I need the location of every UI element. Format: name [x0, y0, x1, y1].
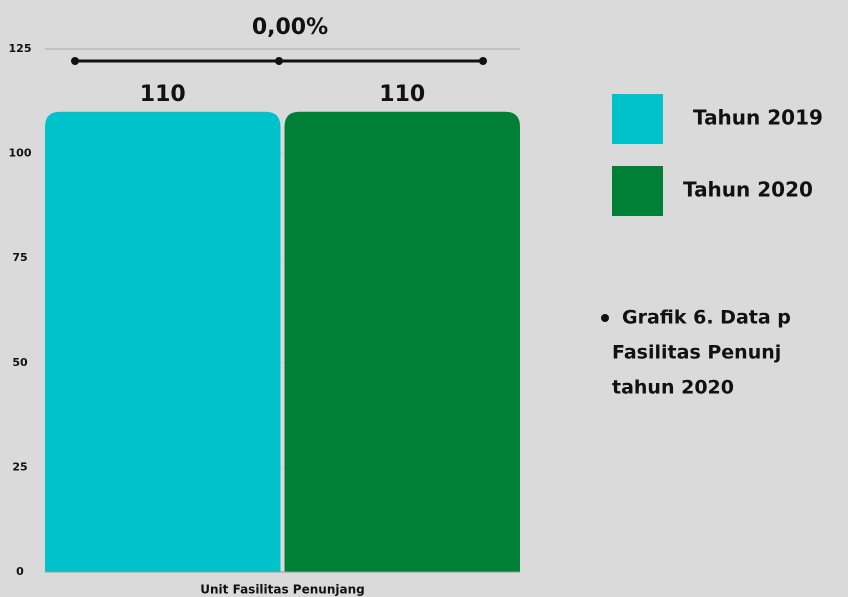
bullet-dot: [601, 314, 609, 322]
y-tick-label: 75: [12, 251, 27, 264]
legend-swatch: [612, 94, 663, 144]
legend-label: Tahun 2020: [683, 178, 813, 202]
change-annotation: 0,00%: [252, 15, 328, 40]
y-tick-label: 100: [9, 147, 32, 160]
y-tick-label: 125: [9, 42, 32, 55]
note-line: Grafik 6. Data p: [622, 307, 791, 329]
note-line: tahun 2020: [612, 377, 734, 399]
y-tick-label: 25: [12, 460, 27, 473]
legend-label: Tahun 2019: [693, 106, 823, 130]
bar: [45, 111, 281, 572]
note-line: Fasilitas Penunj: [612, 342, 781, 364]
bracket-dot: [479, 57, 487, 65]
y-tick-label: 0: [16, 565, 24, 578]
bracket-dot: [71, 57, 79, 65]
bracket-dot: [275, 57, 283, 65]
x-tick-label: Unit Fasilitas Penunjang: [200, 583, 364, 597]
legend-swatch: [612, 166, 663, 216]
value-label: 110: [140, 82, 186, 107]
bar: [284, 111, 520, 572]
y-tick-label: 50: [12, 356, 28, 369]
value-label: 110: [379, 82, 425, 107]
